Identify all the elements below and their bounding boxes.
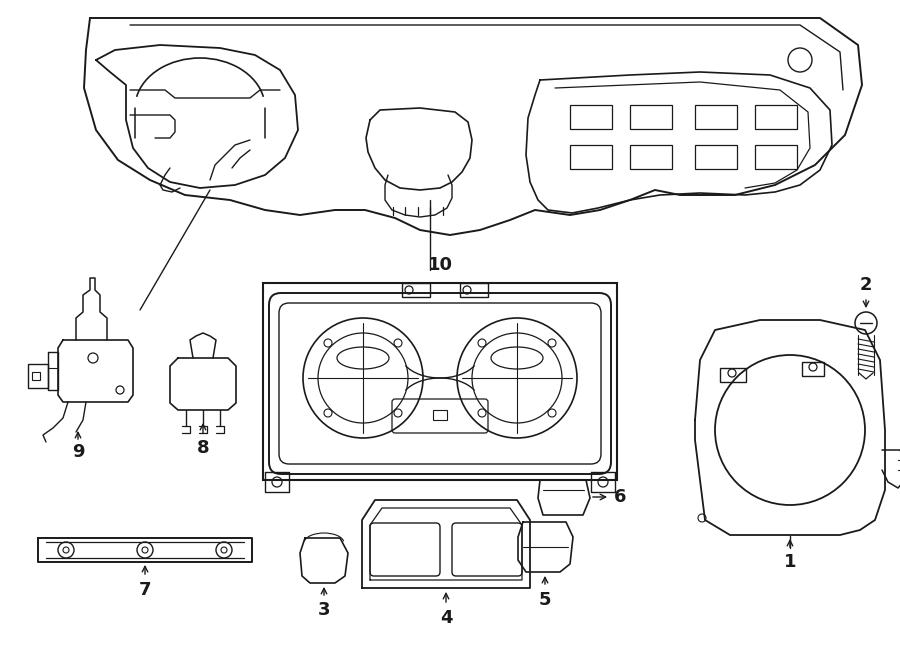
Bar (28, 364, 48, 388)
Text: 9: 9 (72, 443, 85, 461)
Bar (460, 283, 488, 297)
Bar (720, 368, 746, 382)
Bar (695, 145, 737, 169)
Text: 6: 6 (614, 488, 626, 506)
Text: 10: 10 (428, 256, 453, 274)
Bar (630, 105, 672, 129)
Bar (755, 105, 797, 129)
Bar (433, 410, 447, 420)
Bar (263, 283, 617, 480)
Bar (630, 145, 672, 169)
Text: 7: 7 (139, 581, 151, 599)
Text: 4: 4 (440, 609, 452, 627)
Bar (402, 283, 430, 297)
Bar (570, 105, 612, 129)
Bar (755, 145, 797, 169)
Bar (802, 362, 824, 376)
Text: 5: 5 (539, 591, 551, 609)
Text: 3: 3 (318, 601, 330, 619)
Bar (695, 105, 737, 129)
Text: 1: 1 (784, 553, 796, 571)
Bar (570, 145, 612, 169)
Bar (32, 372, 40, 380)
Text: 8: 8 (197, 439, 210, 457)
Text: 2: 2 (860, 276, 872, 294)
